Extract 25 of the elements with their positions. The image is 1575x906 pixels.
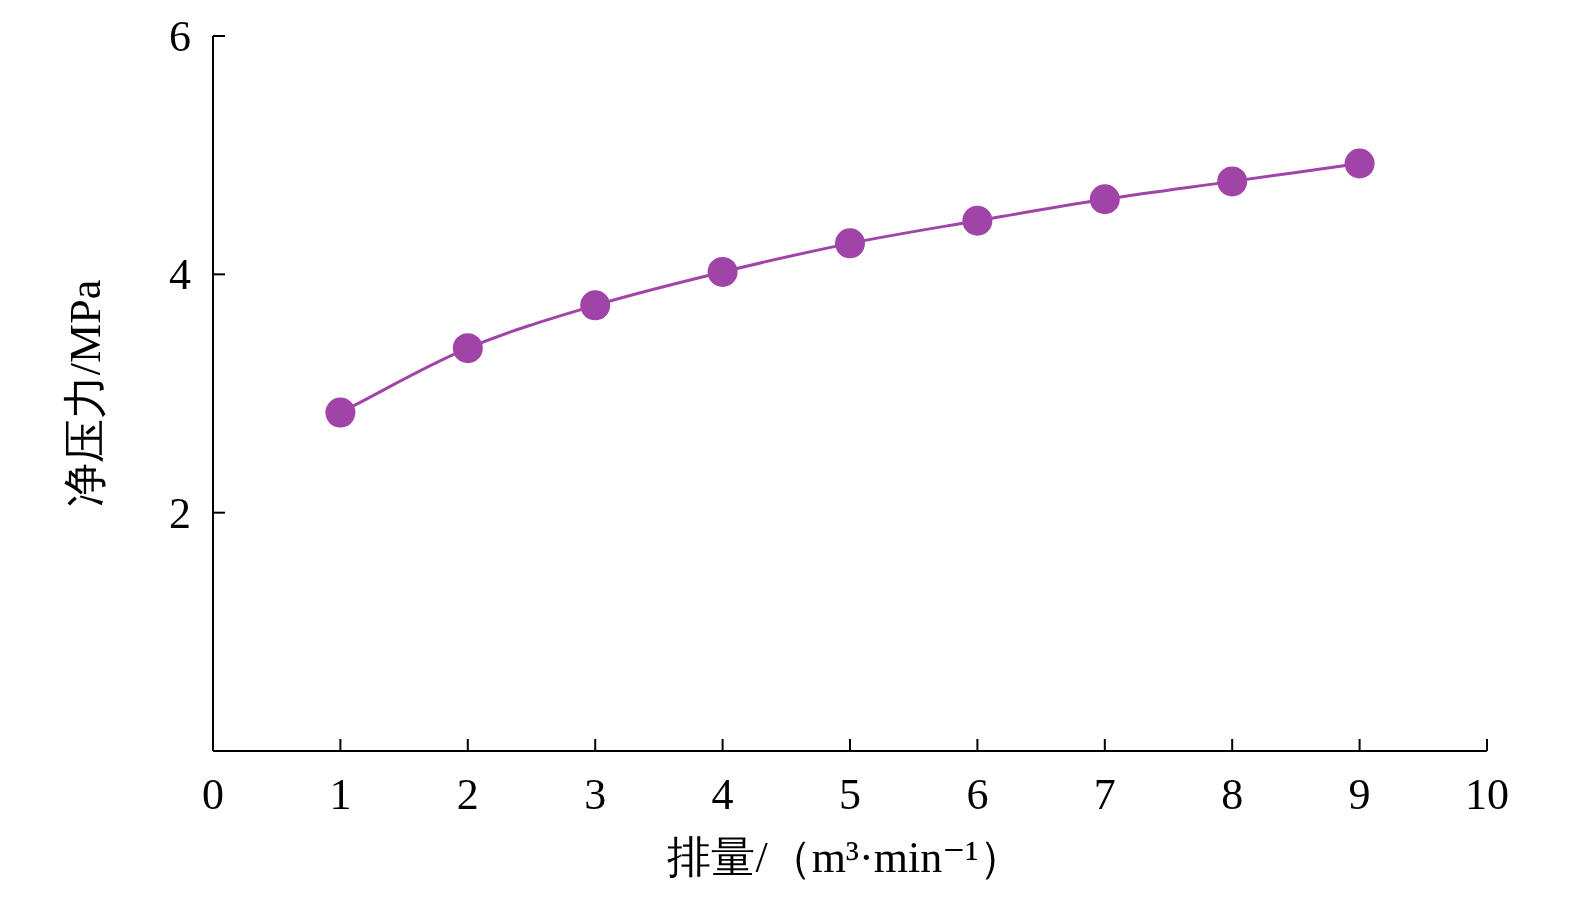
y-axis-title: 净压力/MPa <box>61 279 110 508</box>
x-tick-label: 9 <box>1348 770 1371 819</box>
x-tick-label: 10 <box>1465 770 1509 819</box>
y-tick-label: 6 <box>169 12 191 61</box>
x-tick-label: 3 <box>584 770 607 819</box>
point <box>452 333 483 364</box>
x-axis-title: 排量/（m³·min⁻¹） <box>667 833 1023 882</box>
point <box>707 256 738 287</box>
x-tick-label: 0 <box>202 770 224 819</box>
x-tick-label: 6 <box>966 770 989 819</box>
y-tick-label: 2 <box>169 488 191 538</box>
x-tick-label: 2 <box>456 770 479 819</box>
point <box>1217 166 1248 197</box>
point <box>580 290 611 321</box>
point <box>1344 148 1375 179</box>
point <box>1089 184 1120 215</box>
x-tick-label: 8 <box>1221 770 1244 819</box>
x-tick-label: 5 <box>839 770 861 819</box>
x-tick-label: 4 <box>711 770 734 819</box>
x-tick-label: 1 <box>329 770 352 819</box>
point <box>835 228 865 259</box>
x-tick-label: 7 <box>1093 770 1116 819</box>
point <box>325 397 356 428</box>
y-tick-label: 4 <box>169 250 191 300</box>
point <box>962 205 993 236</box>
